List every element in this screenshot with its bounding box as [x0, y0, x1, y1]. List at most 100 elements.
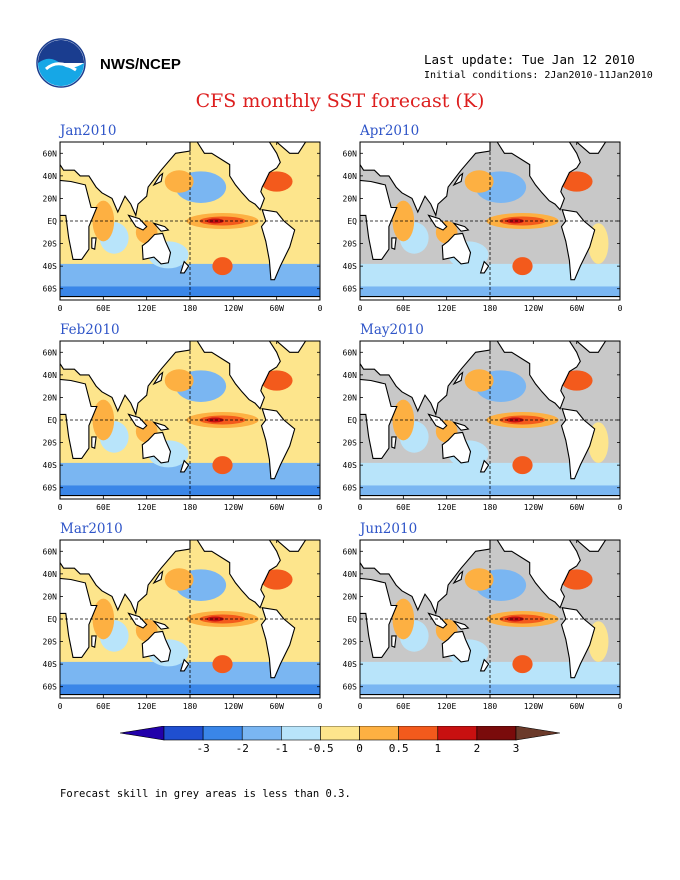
land-mass	[152, 371, 164, 386]
lon-label: 120W	[524, 503, 543, 512]
lat-label: 40S	[43, 660, 58, 669]
panel-month-label: Jun2010	[360, 521, 418, 537]
lat-label: 60N	[343, 547, 358, 556]
land-mass	[275, 341, 307, 353]
page-title: CFS monthly SST forecast (K)	[195, 90, 485, 112]
lon-label: 60W	[269, 503, 284, 512]
lon-label: 60W	[269, 304, 284, 313]
lon-label: 120E	[437, 304, 456, 313]
sst-map: 60N 40N 20N EQ 20S 40S 60S 0 60E 120E 180 120W 60W 0	[343, 539, 623, 711]
anomaly-region	[212, 655, 233, 674]
land-mass	[141, 431, 172, 464]
anomaly-region	[260, 569, 293, 590]
sst-map: 60N 40N 20N EQ 20S 40S 60S 0 60E 120E 180 120W 60W 0	[43, 340, 323, 512]
land-mass	[452, 620, 470, 630]
land-mass	[560, 209, 596, 281]
colorbar-label: 1	[434, 742, 442, 755]
lat-label: 40N	[343, 371, 358, 380]
lon-label: 180	[183, 702, 198, 711]
lon-label: 0	[618, 503, 623, 512]
land-mass	[260, 209, 296, 281]
lat-label: 20N	[343, 592, 358, 601]
lat-label: 60N	[343, 348, 358, 357]
lon-label: 60E	[96, 304, 111, 313]
land-mass	[560, 607, 596, 679]
lat-label: 40S	[43, 461, 58, 470]
colorbar-swatch	[398, 726, 439, 741]
land-mass	[127, 413, 148, 430]
lat-label: 40S	[43, 262, 58, 271]
lon-label: 60W	[569, 304, 584, 313]
land-mass	[360, 142, 491, 218]
land-mass	[427, 612, 448, 629]
panel-month-label: Jan2010	[60, 123, 117, 139]
sst-map: 60N 40N 20N EQ 20S 40S 60S 0 60E 120E 180 120W 60W 0	[343, 141, 623, 313]
lon-label: 120W	[224, 304, 243, 313]
forecast-panel-5: Mar2010 60N 40N 20N EQ 20S 40S 60S 0 60E 120E 180 12…	[43, 521, 323, 711]
lon-label: 60E	[96, 503, 111, 512]
initial-conditions-text: Initial conditions: 2Jan2010-11Jan2010	[424, 70, 653, 81]
land-mass	[127, 214, 148, 231]
lon-label: 120E	[437, 503, 456, 512]
colorbar-swatches	[120, 726, 560, 741]
colorbar-swatch	[202, 726, 243, 741]
land-mass	[60, 341, 191, 417]
lon-label: 120E	[137, 304, 156, 313]
lon-label: 120W	[524, 304, 543, 313]
land-mass	[441, 630, 472, 663]
sst-map: 60N 40N 20N EQ 20S 40S 60S 0 60E 120E 180 120W 60W 0	[43, 141, 323, 313]
anomaly-region	[464, 170, 494, 193]
anomaly-region	[212, 456, 233, 475]
land-mass	[196, 540, 281, 609]
lon-label: 0	[358, 702, 363, 711]
lat-label: 40N	[43, 570, 58, 579]
land-mass	[152, 421, 170, 431]
lat-label: 40N	[343, 172, 358, 181]
land-mass	[60, 577, 98, 658]
panel-month-label: Mar2010	[60, 521, 123, 537]
land-mass	[441, 232, 472, 265]
lat-label: EQ	[47, 217, 57, 226]
land-mass	[141, 232, 172, 265]
sst-map: 60N 40N 20N EQ 20S 40S 60S 0 60E 120E 180 120W 60W 0	[343, 340, 623, 512]
lat-label: 60S	[43, 484, 58, 493]
forecast-panel-4: May2010 60N 40N 20N EQ 20S 40S 60S 0 60E 120E 180 12…	[343, 322, 623, 512]
lat-label: 60S	[343, 683, 358, 692]
lon-label: 0	[58, 503, 63, 512]
lat-label: 40S	[343, 660, 358, 669]
land-mass	[575, 540, 607, 552]
land-mass	[479, 459, 490, 473]
land-mass	[196, 341, 281, 410]
lon-label: 0	[358, 304, 363, 313]
lon-label: 180	[483, 702, 498, 711]
anomaly-region	[512, 257, 533, 276]
colorbar-label: -3	[196, 742, 210, 755]
colorbar-label: 0	[356, 742, 363, 755]
lat-label: 60N	[343, 149, 358, 158]
lon-label: 120W	[224, 702, 243, 711]
lat-label: 60N	[43, 547, 58, 556]
lat-label: EQ	[47, 615, 57, 624]
anomaly-region	[260, 171, 293, 192]
lon-label: 120W	[524, 702, 543, 711]
lon-label: 120E	[137, 702, 156, 711]
colorbar-label: 3	[512, 742, 520, 755]
anomaly-region	[560, 370, 593, 391]
anomaly-region	[164, 170, 194, 193]
land-mass	[560, 408, 596, 480]
anomaly-region	[512, 456, 533, 475]
lon-label: 120E	[137, 503, 156, 512]
colorbar: -3 -2 -1 -0.5 0 0.5 1 2 3	[120, 726, 560, 762]
land-mass	[479, 260, 490, 274]
land-mass	[179, 260, 190, 274]
land-mass	[360, 179, 398, 260]
lon-label: 0	[318, 702, 323, 711]
anomaly-region	[512, 655, 533, 674]
anomaly-region	[392, 200, 415, 242]
lat-label: 60N	[43, 348, 58, 357]
anomaly-region	[560, 569, 593, 590]
colorbar-swatch	[437, 726, 478, 741]
colorbar-label: -0.5	[307, 742, 334, 755]
lat-label: 20N	[43, 393, 58, 402]
land-mass	[360, 540, 491, 616]
